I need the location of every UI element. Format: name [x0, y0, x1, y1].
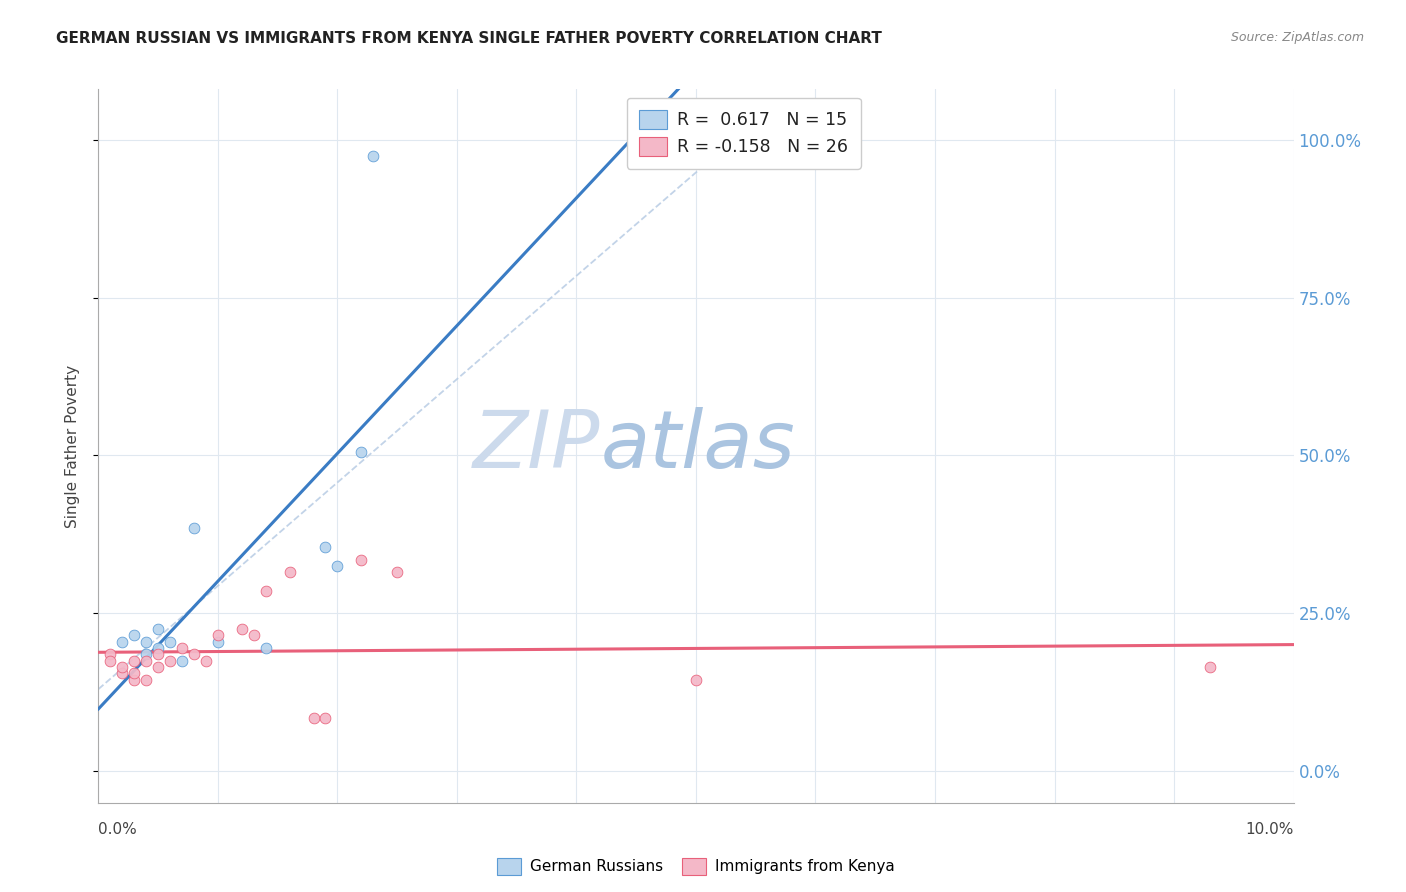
Point	[124, 628, 146, 642]
Point	[111, 666, 134, 681]
Y-axis label: Single Father Poverty: Single Father Poverty	[65, 365, 80, 527]
Point	[231, 622, 253, 636]
Point	[1198, 660, 1220, 674]
Point	[326, 559, 349, 574]
Point	[100, 654, 122, 668]
Point	[315, 540, 337, 554]
Text: GERMAN RUSSIAN VS IMMIGRANTS FROM KENYA SINGLE FATHER POVERTY CORRELATION CHART: GERMAN RUSSIAN VS IMMIGRANTS FROM KENYA …	[56, 31, 882, 46]
Text: 10.0%: 10.0%	[1246, 822, 1294, 837]
Point	[172, 654, 194, 668]
Point	[685, 673, 707, 687]
Point	[302, 710, 325, 724]
Point	[243, 628, 266, 642]
Point	[135, 673, 157, 687]
Text: atlas: atlas	[600, 407, 796, 485]
Point	[100, 648, 122, 662]
Point	[124, 666, 146, 681]
Point	[148, 622, 170, 636]
Point	[350, 445, 373, 459]
Text: 0.0%: 0.0%	[98, 822, 138, 837]
Point	[124, 673, 146, 687]
Point	[363, 148, 385, 162]
Text: Source: ZipAtlas.com: Source: ZipAtlas.com	[1230, 31, 1364, 45]
Point	[183, 648, 205, 662]
Point	[195, 654, 218, 668]
Point	[254, 641, 277, 656]
Point	[124, 654, 146, 668]
Point	[254, 584, 277, 599]
Legend: German Russians, Immigrants from Kenya: German Russians, Immigrants from Kenya	[491, 852, 901, 880]
Point	[111, 660, 134, 674]
Point	[148, 648, 170, 662]
Point	[111, 634, 134, 648]
Point	[148, 660, 170, 674]
Text: ZIP: ZIP	[472, 407, 600, 485]
Point	[135, 634, 157, 648]
Point	[350, 552, 373, 566]
Point	[159, 654, 181, 668]
Point	[172, 641, 194, 656]
Point	[135, 654, 157, 668]
Point	[207, 628, 229, 642]
Point	[135, 648, 157, 662]
Point	[207, 634, 229, 648]
Point	[183, 521, 205, 535]
Point	[385, 566, 409, 580]
Point	[148, 641, 170, 656]
Point	[315, 710, 337, 724]
Point	[159, 634, 181, 648]
Point	[278, 566, 301, 580]
